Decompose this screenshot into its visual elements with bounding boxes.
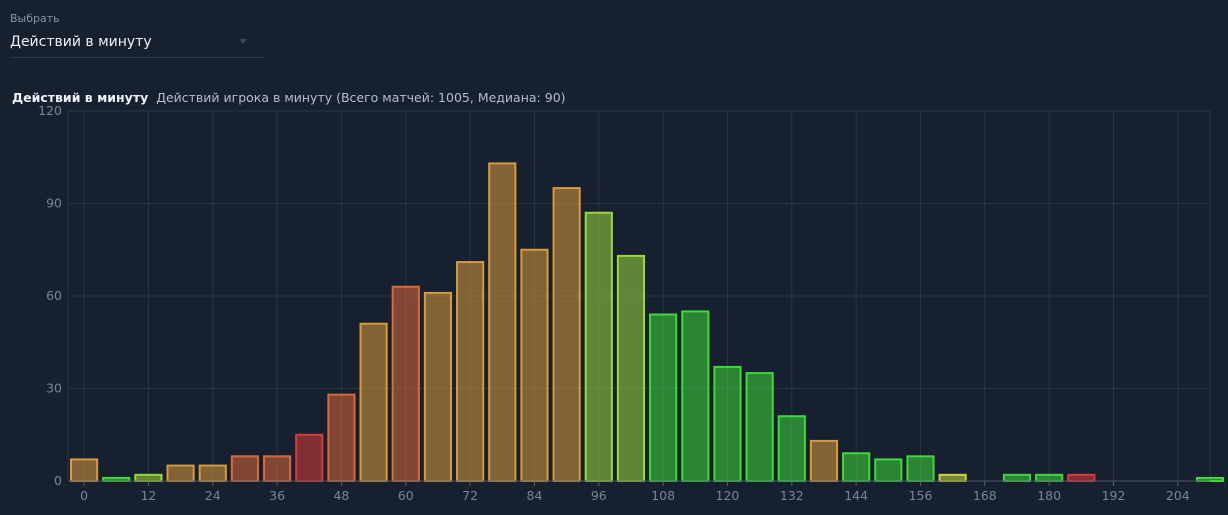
- chart-subtitle: Действий игрока в минуту (Всего матчей: …: [156, 90, 566, 105]
- histogram-bar[interactable]: [423, 291, 453, 482]
- chart-grid: [67, 110, 1211, 481]
- histogram-bar[interactable]: [456, 261, 485, 483]
- x-tick-label: 120: [716, 488, 740, 503]
- x-tick-label: 60: [398, 488, 414, 503]
- histogram-bar[interactable]: [745, 372, 774, 483]
- histogram-bar[interactable]: [1002, 473, 1032, 483]
- x-tick-label: 108: [651, 488, 675, 503]
- histogram-bar[interactable]: [552, 187, 581, 482]
- histogram-bar[interactable]: [295, 433, 324, 482]
- chevron-down-icon[interactable]: [239, 39, 247, 44]
- histogram-bar[interactable]: [327, 393, 356, 482]
- histogram-bar[interactable]: [520, 248, 549, 482]
- y-tick-label: 120: [38, 103, 62, 118]
- histogram-bar[interactable]: [649, 313, 678, 482]
- chart-header: Действий в минуту Действий игрока в мину…: [12, 90, 566, 105]
- histogram-bar[interactable]: [166, 464, 195, 483]
- histogram-bar[interactable]: [809, 439, 839, 482]
- x-tick-label: 132: [780, 488, 804, 503]
- x-tick-label: 180: [1037, 488, 1061, 503]
- x-tick-label: 84: [526, 488, 542, 503]
- histogram-bar[interactable]: [263, 455, 292, 483]
- histogram-bar[interactable]: [616, 254, 646, 482]
- chart-axes: 0 30 60 90 120 0 12 24 36 48 60 72 84 96 108 120 132 144 1…: [38, 103, 1210, 503]
- x-tick-label: 156: [909, 488, 933, 503]
- histogram-bar[interactable]: [70, 458, 99, 482]
- x-tick-label: 24: [205, 488, 221, 503]
- select-value: Действий в минуту: [10, 34, 152, 50]
- x-tick-label: 96: [591, 488, 607, 503]
- histogram-bar[interactable]: [1035, 473, 1064, 483]
- histogram-bar[interactable]: [488, 162, 517, 483]
- histogram-bar[interactable]: [681, 310, 710, 482]
- histogram-bar[interactable]: [713, 365, 742, 482]
- histogram-bar[interactable]: [198, 464, 227, 483]
- histogram-bar[interactable]: [938, 473, 967, 483]
- histogram-bar[interactable]: [359, 322, 388, 482]
- x-tick-label: 12: [140, 488, 156, 503]
- histogram-bar[interactable]: [230, 455, 260, 483]
- histogram-bar[interactable]: [777, 415, 806, 482]
- x-tick-label: 0: [80, 488, 88, 503]
- histogram-bar[interactable]: [874, 458, 903, 482]
- histogram-bar[interactable]: [842, 452, 871, 482]
- chart-bars: [70, 162, 1225, 483]
- select-box[interactable]: Действий в минуту: [10, 31, 265, 58]
- x-tick-label: 48: [333, 488, 349, 503]
- x-tick-label: 72: [462, 488, 478, 503]
- x-tick-label: 192: [1102, 488, 1126, 503]
- y-tick-label: 60: [46, 288, 62, 303]
- y-tick-label: 0: [54, 473, 62, 488]
- chart-title: Действий в минуту: [12, 90, 149, 105]
- x-tick-label: 168: [973, 488, 997, 503]
- select-label: Выбрать: [10, 12, 60, 25]
- y-tick-label: 90: [46, 196, 62, 211]
- histogram-bar[interactable]: [906, 455, 935, 483]
- metric-select[interactable]: Выбрать Действий в минуту: [10, 12, 265, 58]
- histogram-bar[interactable]: [391, 285, 420, 482]
- x-tick-label: 36: [269, 488, 285, 503]
- x-tick-label: 204: [1166, 488, 1190, 503]
- y-tick-label: 30: [46, 381, 62, 396]
- x-tick-label: 144: [844, 488, 868, 503]
- histogram-bar[interactable]: [134, 473, 163, 483]
- histogram-bar[interactable]: [584, 211, 613, 482]
- histogram-bar[interactable]: [1067, 473, 1096, 483]
